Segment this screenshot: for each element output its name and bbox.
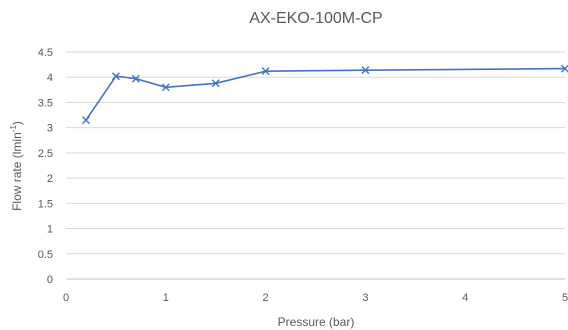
y-axis-title: Flow rate (lmin-1) (9, 121, 24, 211)
y-tick-label-3: 1.5 (38, 198, 53, 210)
x-tick-label-0: 0 (63, 292, 69, 304)
chart-title: AX-EKO-100M-CP (249, 10, 382, 27)
y-tick-label-7: 3.5 (38, 97, 53, 109)
y-tick-label-8: 4 (47, 72, 53, 84)
data-point-4 (211, 79, 220, 88)
x-tick-label-1: 1 (163, 292, 169, 304)
x-tick-label-2: 2 (263, 292, 269, 304)
x-axis-tick-labels: 0 1 2 3 4 5 (63, 292, 568, 304)
gridlines (66, 51, 565, 280)
data-point-6 (361, 66, 370, 75)
y-axis-title-base: Flow rate (lmin (10, 132, 24, 211)
y-axis-title-tail: ) (10, 121, 24, 125)
data-point-1 (111, 72, 120, 81)
data-point-3 (161, 83, 170, 92)
data-point-0 (81, 116, 90, 125)
data-point-5 (261, 67, 270, 76)
y-tick-label-4: 2 (47, 173, 53, 185)
x-tick-label-3: 3 (362, 292, 368, 304)
data-point-2 (131, 74, 140, 83)
data-point-7 (561, 64, 568, 73)
y-tick-label-2: 1 (47, 224, 53, 236)
y-tick-label-6: 3 (47, 123, 53, 135)
series-flow-rate (81, 64, 568, 125)
x-axis-title: Pressure (bar) (278, 315, 355, 329)
series-line-0 (85, 67, 566, 121)
x-tick-label-5: 5 (562, 292, 568, 304)
y-axis-tick-labels: 0 0.5 1 1.5 2 2.5 3 3.5 4 4.5 (38, 47, 53, 286)
y-tick-label-5: 2.5 (38, 148, 53, 160)
x-tick-label-4: 4 (462, 292, 468, 304)
y-axis-title-superscript: -1 (9, 125, 18, 133)
y-tick-label-9: 4.5 (38, 47, 53, 59)
y-tick-label-0: 0 (47, 274, 53, 286)
y-tick-label-1: 0.5 (38, 249, 53, 261)
